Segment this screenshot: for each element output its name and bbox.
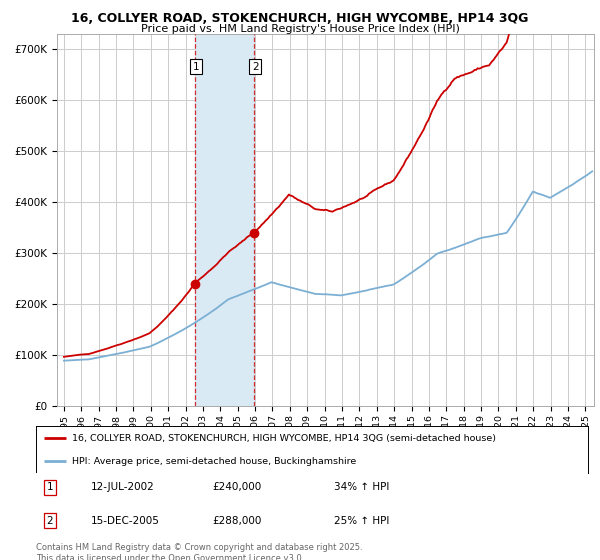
Bar [195, 34, 254, 406]
Text: 2: 2 [252, 62, 259, 72]
Text: 2: 2 [46, 516, 53, 526]
Text: 34% ↑ HPI: 34% ↑ HPI [334, 482, 389, 492]
Text: 1: 1 [193, 62, 199, 72]
Text: HPI: Average price, semi-detached house, Buckinghamshire: HPI: Average price, semi-detached house,… [72, 457, 356, 466]
Text: 1: 1 [46, 482, 53, 492]
Text: 16, COLLYER ROAD, STOKENCHURCH, HIGH WYCOMBE, HP14 3QG: 16, COLLYER ROAD, STOKENCHURCH, HIGH WYC… [71, 12, 529, 25]
Text: 12-JUL-2002: 12-JUL-2002 [91, 482, 155, 492]
Text: 25% ↑ HPI: 25% ↑ HPI [334, 516, 389, 526]
Text: Contains HM Land Registry data © Crown copyright and database right 2025.
This d: Contains HM Land Registry data © Crown c… [36, 543, 362, 560]
Text: Price paid vs. HM Land Registry's House Price Index (HPI): Price paid vs. HM Land Registry's House … [140, 24, 460, 34]
Text: 16, COLLYER ROAD, STOKENCHURCH, HIGH WYCOMBE, HP14 3QG (semi-detached house): 16, COLLYER ROAD, STOKENCHURCH, HIGH WYC… [72, 434, 496, 443]
Text: £288,000: £288,000 [212, 516, 262, 526]
Text: £240,000: £240,000 [212, 482, 262, 492]
Text: 15-DEC-2005: 15-DEC-2005 [91, 516, 160, 526]
